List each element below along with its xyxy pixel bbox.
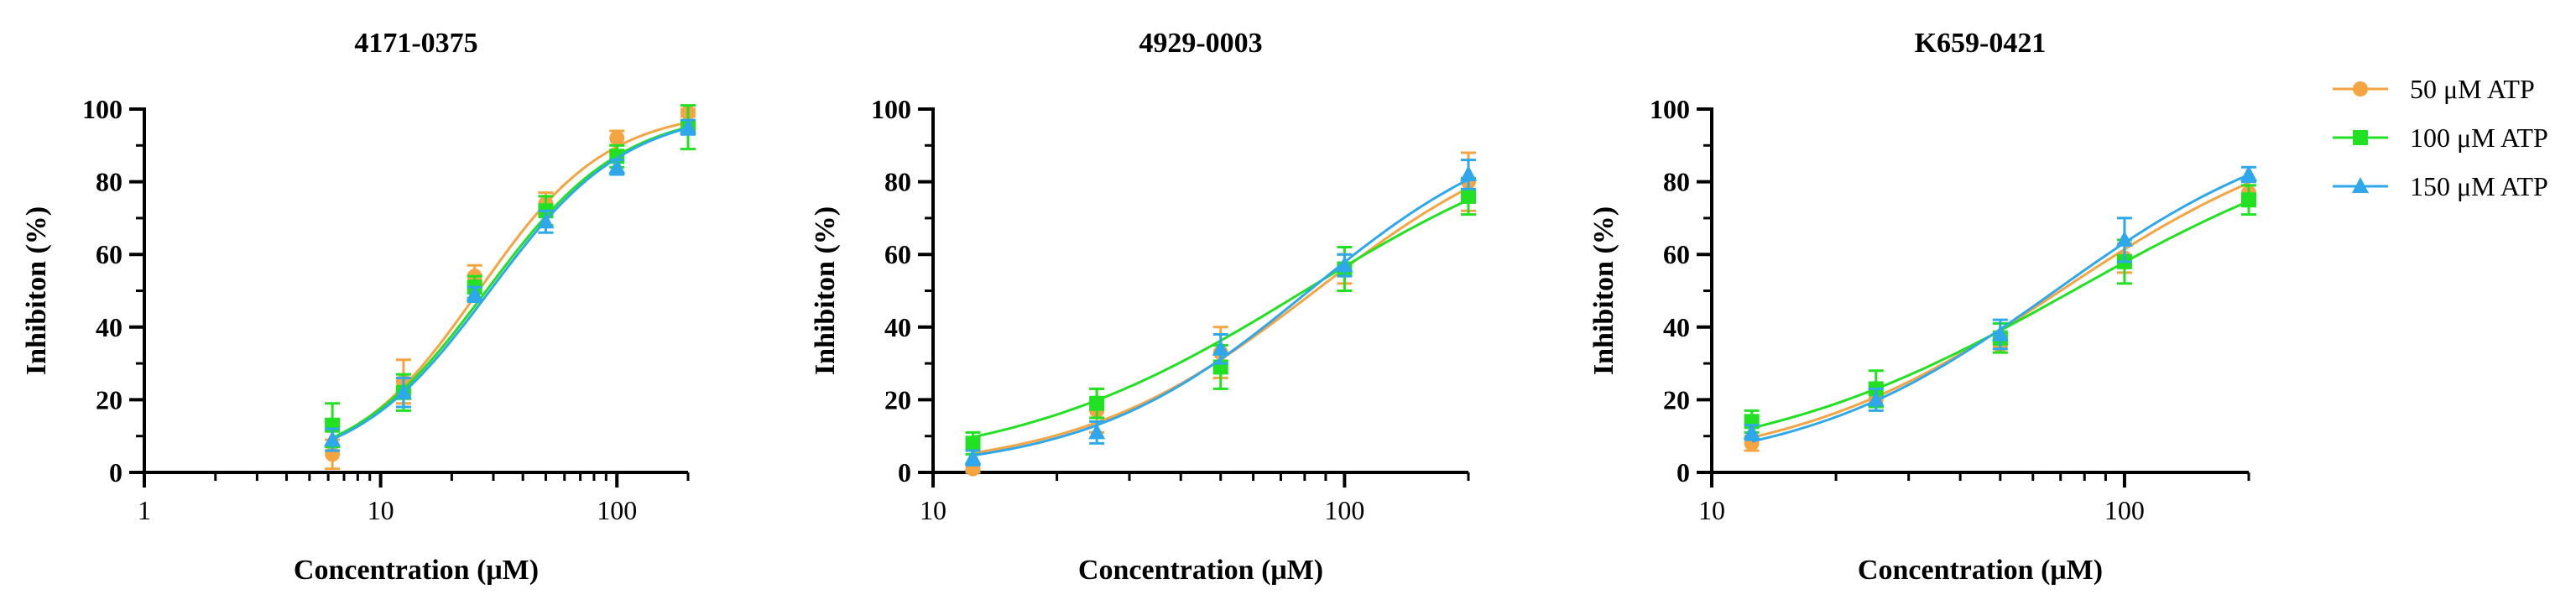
series-2 (325, 104, 696, 449)
x-tick-label: 10 (1698, 495, 1725, 525)
x-tick-label: 10 (920, 495, 946, 525)
legend-label: 100 μM ATP (2410, 123, 2548, 153)
y-tick-label: 100 (1650, 94, 1690, 124)
data-point (466, 284, 483, 301)
y-axis-label: Inhibiton (%) (1588, 206, 1619, 375)
y-tick-label: 80 (96, 167, 123, 197)
series-1 (325, 105, 696, 471)
y-tick-label: 0 (898, 457, 911, 488)
series-2 (1744, 184, 2256, 434)
data-point (1212, 339, 1229, 356)
fit-curve (331, 126, 689, 440)
y-tick-label: 0 (1676, 457, 1690, 488)
legend-item-2: 100 μM ATP (2333, 123, 2548, 153)
data-point (608, 158, 626, 175)
data-point (537, 212, 555, 229)
data-point (1461, 188, 1476, 204)
data-point (1460, 164, 1477, 181)
fit-curve (331, 121, 689, 441)
series-1 (965, 151, 1476, 477)
y-tick-label: 40 (96, 312, 123, 342)
x-axis-label: Concentration (μM) (1858, 555, 2103, 586)
fit-curve (1751, 181, 2250, 439)
fit-curve (973, 178, 1469, 457)
data-point (680, 117, 696, 134)
fit-curve (973, 186, 1469, 455)
data-point (1088, 423, 1106, 440)
x-tick-label: 100 (2104, 495, 2145, 525)
data-point (1867, 390, 1885, 407)
x-axis-label: Concentration (μM) (294, 555, 539, 586)
y-axis-label: Inhibiton (%) (21, 206, 52, 375)
series-1 (1744, 180, 2256, 452)
data-point (1089, 395, 1105, 411)
chart-title: 4929-0003 (1139, 28, 1262, 59)
data-point (2115, 230, 2133, 247)
data-point (324, 430, 342, 447)
y-tick-label: 40 (1663, 312, 1690, 342)
series-3 (1743, 164, 2257, 443)
y-tick-label: 60 (96, 239, 123, 269)
data-point (609, 130, 625, 146)
legend-item-1: 50 μM ATP (2333, 74, 2535, 104)
data-point (1336, 256, 1353, 273)
legend-label: 50 μM ATP (2410, 74, 2535, 104)
x-tick-label: 1 (138, 495, 151, 525)
x-tick-label: 10 (368, 495, 394, 525)
y-tick-label: 20 (96, 384, 123, 415)
y-tick-label: 100 (82, 94, 123, 124)
chart-title: 4171-0375 (354, 28, 477, 59)
fit-curve (331, 127, 689, 441)
legend-marker (2353, 130, 2368, 145)
y-tick-label: 20 (884, 384, 911, 415)
x-tick-label: 100 (597, 495, 637, 525)
legend-marker (2352, 177, 2369, 193)
y-tick-label: 100 (871, 94, 911, 124)
data-point (964, 448, 982, 465)
y-tick-label: 80 (1663, 167, 1690, 197)
y-tick-label: 60 (884, 239, 911, 269)
y-tick-label: 80 (884, 167, 911, 197)
legend: 50 μM ATP 100 μM ATP 150 μM ATP (2333, 74, 2548, 201)
fit-curve (973, 198, 1469, 439)
data-point (1743, 423, 1760, 440)
data-point (394, 383, 412, 399)
chart-panel-1: 4171-0375 0 20 40 60 80 100 1 10 100 Concentration… (21, 28, 696, 586)
series-3 (964, 159, 1477, 467)
x-axis-label: Concentration (μM) (1078, 555, 1323, 586)
data-point (965, 435, 981, 451)
data-point (2241, 192, 2256, 208)
y-axis-label: Inhibiton (%) (810, 206, 841, 375)
y-tick-label: 20 (1663, 384, 1690, 415)
x-tick-label: 100 (1324, 495, 1364, 525)
y-tick-label: 0 (109, 457, 123, 488)
y-tick-label: 60 (1663, 239, 1690, 269)
y-tick-label: 40 (884, 312, 911, 342)
legend-marker (2353, 81, 2368, 96)
fit-curve (1751, 173, 2250, 443)
chart-title: K659-0421 (1915, 28, 2047, 59)
data-point (1991, 325, 2009, 342)
data-point (2240, 164, 2257, 181)
series-3 (324, 117, 696, 452)
legend-item-3: 150 μM ATP (2333, 171, 2548, 201)
fit-curve (1751, 200, 2250, 430)
legend-label: 150 μM ATP (2410, 171, 2548, 201)
